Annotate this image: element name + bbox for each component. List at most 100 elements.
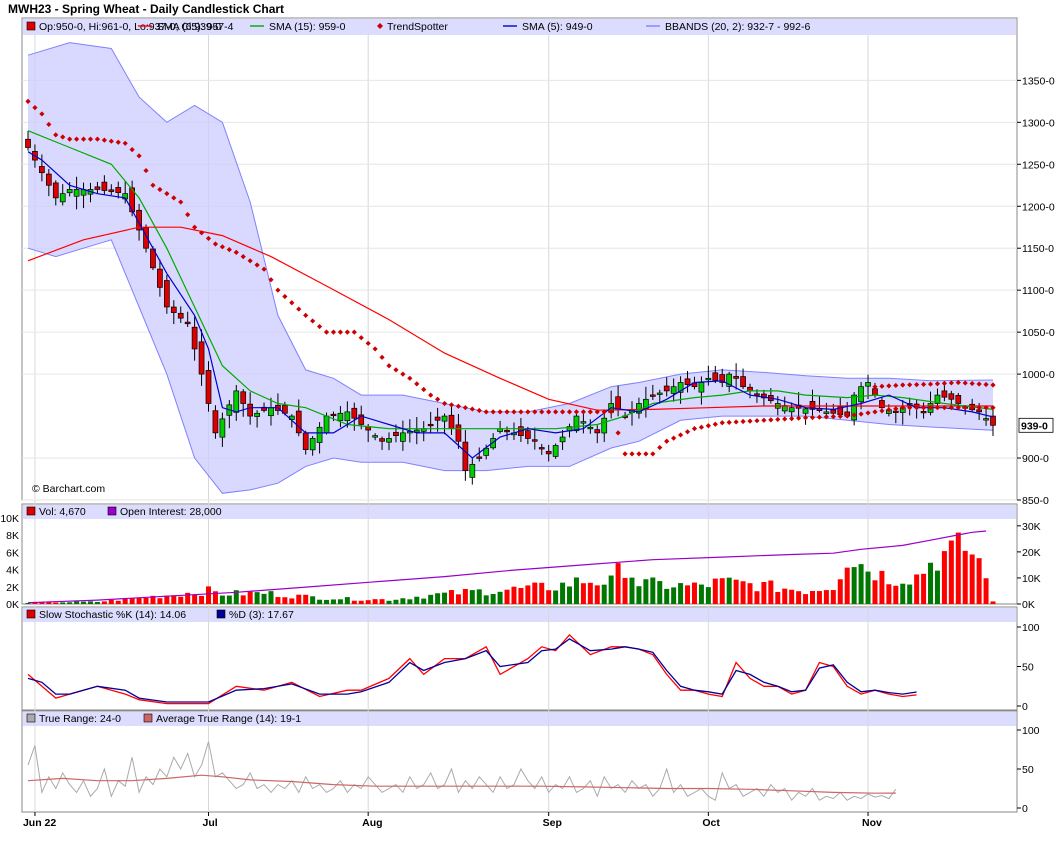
trendspotter-marker — [893, 382, 899, 389]
volume-bar — [768, 580, 774, 604]
volume-bar — [928, 562, 934, 604]
candle-body — [948, 393, 955, 400]
trendspotter-marker — [872, 384, 878, 390]
candle-body — [677, 382, 684, 393]
volume-bar — [990, 601, 996, 604]
candle-body — [504, 429, 510, 433]
trendspotter-marker — [136, 153, 142, 159]
volume-bar — [490, 594, 496, 604]
volume-tick-label: 10K — [0, 513, 19, 525]
trendspotter-marker — [518, 409, 524, 415]
candle-body — [663, 385, 670, 392]
atr-line — [27, 774, 896, 794]
volume-bar — [893, 585, 899, 604]
candle-body — [115, 187, 122, 193]
trendspotter-marker — [414, 381, 420, 387]
candle-body — [157, 268, 163, 288]
candle-body — [705, 377, 712, 381]
volume-bar — [546, 590, 552, 604]
candle-body — [330, 413, 337, 417]
candle-body — [170, 306, 177, 313]
candle-body — [858, 386, 864, 403]
candle-body — [754, 393, 760, 396]
volume-bar — [344, 597, 350, 604]
volume-bar — [101, 601, 107, 604]
trendspotter-marker — [53, 132, 59, 138]
month-label: Nov — [862, 817, 882, 829]
trendspotter-marker — [310, 318, 316, 324]
trendspotter-marker — [823, 414, 829, 420]
sma15-line — [27, 130, 994, 430]
trendspotter-marker — [969, 380, 975, 387]
price-tick-label: 1200-0 — [1022, 201, 1055, 213]
volume-bar — [719, 578, 725, 604]
trendspotter-marker — [802, 415, 809, 421]
volume-bar — [830, 590, 836, 604]
trendspotter-marker — [393, 367, 399, 373]
candle-body — [955, 395, 962, 404]
candle-body — [337, 412, 344, 421]
trendspotter-marker — [879, 408, 885, 414]
volume-bar — [414, 596, 420, 604]
volume-tick-label: 0K — [6, 599, 19, 611]
volume-bar — [671, 587, 677, 604]
trendspotter-marker — [25, 98, 31, 104]
volume-bar — [726, 577, 732, 604]
trendspotter-marker — [171, 195, 177, 201]
trendspotter-marker — [483, 409, 489, 415]
candle-body — [233, 390, 240, 413]
trendspotter-marker — [122, 140, 128, 146]
legend-icon — [26, 21, 36, 31]
candle-body — [573, 415, 580, 432]
candle-body — [219, 418, 226, 438]
trendspotter-marker — [809, 414, 816, 421]
volume-bar — [462, 588, 468, 604]
volume-bar — [698, 584, 704, 604]
trendspotter-marker — [386, 363, 392, 369]
candle-body — [344, 411, 351, 422]
candle-body — [268, 407, 274, 417]
candle-body — [545, 450, 552, 455]
candle-body — [66, 189, 73, 194]
volume-bar — [782, 588, 788, 604]
candle-body — [587, 426, 594, 430]
trendspotter-marker — [920, 405, 927, 411]
volume-bar — [879, 570, 885, 604]
volume-bar — [212, 591, 218, 604]
trendspotter-marker — [60, 134, 66, 140]
candle-body — [39, 166, 45, 174]
volume-bar — [219, 595, 225, 604]
volume-legend-bar — [23, 505, 1016, 519]
atr-tick-label: 100 — [1022, 725, 1040, 737]
price-tick-label: 1150-0 — [1022, 243, 1054, 255]
bbands-fill — [28, 42, 993, 494]
trendspotter-marker — [684, 429, 691, 435]
volume-bar — [261, 593, 267, 604]
trendspotter-marker — [705, 423, 711, 429]
volume-bar — [94, 601, 100, 604]
legend-icon — [107, 506, 117, 516]
trendspotter-marker — [844, 413, 850, 419]
trendspotter-marker — [289, 300, 295, 306]
trendspotter-marker — [976, 381, 982, 387]
volume-bar — [678, 583, 684, 604]
trendspotter-marker — [907, 405, 913, 411]
volume-bar — [81, 601, 87, 604]
oi-tick-label: 20K — [1022, 547, 1041, 559]
candle-body — [240, 391, 247, 404]
volume-bar — [608, 575, 614, 604]
volume-bar — [407, 599, 413, 604]
candle-body — [726, 373, 733, 387]
candle-body — [462, 441, 469, 471]
volume-tick-label: 4K — [6, 565, 19, 577]
candle-body — [323, 415, 330, 434]
trendspotter-marker — [233, 249, 239, 256]
candle-body — [615, 396, 621, 411]
month-label: Sep — [543, 817, 562, 829]
trendspotter-marker — [351, 329, 357, 335]
candle-body — [934, 394, 941, 404]
atr-legend-bar — [23, 712, 1016, 726]
legend-icon — [143, 713, 153, 723]
volume-bar — [46, 601, 52, 604]
volume-bar — [809, 590, 815, 604]
